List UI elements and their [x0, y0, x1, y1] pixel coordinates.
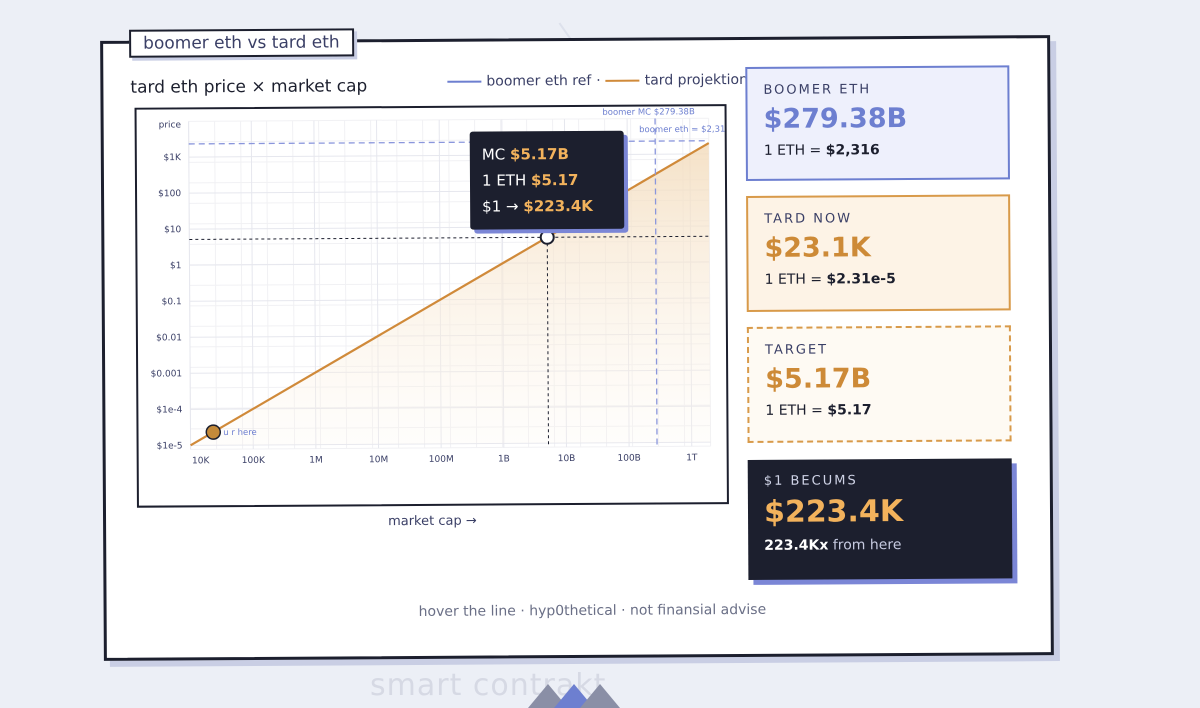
- tooltip-dollar-label: $1 →: [482, 197, 519, 216]
- chart-plot[interactable]: $1e-5 $1e-4 $0.001 $0.01 $0.1 $1 $10 $100 $1K 10K…: [134, 104, 729, 508]
- tooltip-eth-row: 1 ETH $5.17: [482, 167, 612, 194]
- legend-swatch-boomer: [447, 80, 482, 83]
- card-boomer-label: BOOMER ETH: [763, 82, 872, 98]
- tooltip-dollar-row: $1 → $223.4K: [482, 193, 612, 220]
- chart-legend: boomer eth ref · tard projektion: [447, 72, 748, 90]
- boomer-mc-label: boomer MC $279.38B: [602, 107, 695, 118]
- card-becums-label: $1 BECUMS: [763, 473, 858, 489]
- panel-tab[interactable]: boomer eth vs tard eth: [129, 28, 354, 58]
- chart-title: tard eth price × market cap: [130, 76, 368, 98]
- x-tick-label: 100K: [242, 456, 266, 466]
- current-point: [205, 424, 222, 440]
- card-target-sub-value: $5.17: [827, 402, 872, 419]
- card-boomer-sub-value: $2,316: [825, 142, 880, 159]
- comparison-panel: boomer eth vs tard eth tard eth price × …: [100, 28, 1054, 661]
- grid-major-x: [250, 120, 254, 449]
- y-axis-label: price: [159, 120, 182, 130]
- y-tick-label: $10: [164, 225, 182, 235]
- x-tick-label: 100B: [617, 454, 640, 464]
- y-tick-label: $0.01: [156, 333, 182, 343]
- card-becums-tail: from here: [832, 537, 902, 554]
- card-tard-now: TARD NOW $23.1K 1 ETH = $2.31e-5: [746, 194, 1011, 312]
- card-tard-sub: 1 ETH = $2.31e-5: [764, 270, 993, 288]
- tooltip-mc-label: MC: [481, 145, 506, 164]
- tooltip-dollar-value: $223.4K: [523, 196, 593, 216]
- x-tick-label: 1B: [498, 454, 510, 464]
- y-tick-label: $1e-5: [157, 441, 183, 451]
- y-tick-label: $1e-4: [156, 405, 182, 415]
- tooltip-mc-value: $5.17B: [509, 145, 569, 164]
- hover-crosshair-h: [189, 235, 710, 240]
- card-dollar-becums: $1 BECUMS $223.4K 223.4Kx from here: [747, 458, 1013, 580]
- y-tick-label: $1: [170, 261, 182, 271]
- card-tard-sub-value: $2.31e-5: [826, 271, 896, 288]
- card-boomer-sub-label: 1 ETH =: [763, 142, 822, 159]
- card-target-label: TARGET: [764, 342, 829, 358]
- card-target: TARGET $5.17B 1 ETH = $5.17: [746, 325, 1012, 443]
- x-tick-label: 1T: [686, 453, 698, 463]
- y-tick-label: $0.1: [162, 297, 182, 307]
- tooltip-mc-row: MC $5.17B: [482, 141, 612, 168]
- x-tick-label: 100M: [429, 455, 454, 465]
- card-becums-multiplier: 223.4Kx: [764, 537, 829, 554]
- x-tick-label: 10M: [369, 455, 388, 465]
- card-tard-label: TARD NOW: [764, 211, 853, 227]
- tooltip-eth-label: 1 ETH: [481, 171, 527, 190]
- y-tick-label: $0.001: [151, 369, 183, 379]
- card-tard-value: $23.1K: [764, 232, 871, 264]
- hover-crosshair-v: [546, 237, 550, 448]
- card-target-value: $5.17B: [765, 363, 872, 395]
- card-becums-value: $223.4K: [763, 494, 904, 530]
- grid-major-x: [188, 121, 192, 450]
- boomer-mc-ref-line: [654, 118, 658, 447]
- card-tard-sub-label: 1 ETH =: [764, 271, 823, 288]
- chart-svg[interactable]: $1e-5 $1e-4 $0.001 $0.01 $0.1 $1 $10 $100 $1K 10K…: [137, 106, 727, 506]
- hover-tooltip: MC $5.17B 1 ETH $5.17 $1 → $223.4K: [469, 130, 625, 230]
- grid-line-y: [188, 117, 709, 122]
- y-tick-label: $100: [158, 189, 181, 199]
- card-boomer-value: $279.38B: [763, 102, 908, 135]
- hover-point: [539, 229, 555, 245]
- y-tick-label: $1K: [163, 153, 182, 163]
- x-tick-label: 10K: [192, 456, 211, 466]
- x-tick-label: 1M: [309, 456, 323, 466]
- footer-triangle-right: [580, 684, 620, 708]
- footer-note: hover the line · hyp0thetical · not fina…: [418, 601, 767, 620]
- legend-label-tard: tard projektion: [644, 71, 749, 89]
- card-boomer-sub: 1 ETH = $2,316: [763, 141, 992, 159]
- boomer-eth-label: boomer eth = $2,316: [639, 125, 727, 136]
- tooltip-eth-value: $5.17: [530, 170, 579, 190]
- x-axis-caption: market cap →: [388, 513, 477, 530]
- grid-line-y: [190, 445, 711, 450]
- card-becums-sub: 223.4Kx from here: [764, 536, 996, 554]
- card-target-sub-label: 1 ETH =: [765, 402, 823, 419]
- legend-label-boomer: boomer eth ref: [486, 72, 592, 90]
- x-tick-label: 10B: [558, 454, 576, 464]
- legend-separator: ·: [596, 72, 601, 89]
- legend-swatch-tard: [605, 79, 640, 82]
- current-point-label: u r here: [223, 428, 257, 438]
- card-target-sub: 1 ETH = $5.17: [765, 401, 993, 419]
- card-boomer-eth: BOOMER ETH $279.38B 1 ETH = $2,316: [745, 65, 1010, 181]
